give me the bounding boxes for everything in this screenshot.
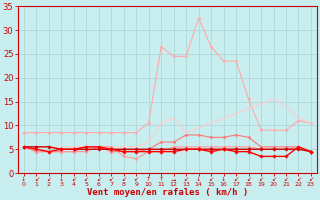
X-axis label: Vent moyen/en rafales ( km/h ): Vent moyen/en rafales ( km/h ) (87, 188, 248, 197)
